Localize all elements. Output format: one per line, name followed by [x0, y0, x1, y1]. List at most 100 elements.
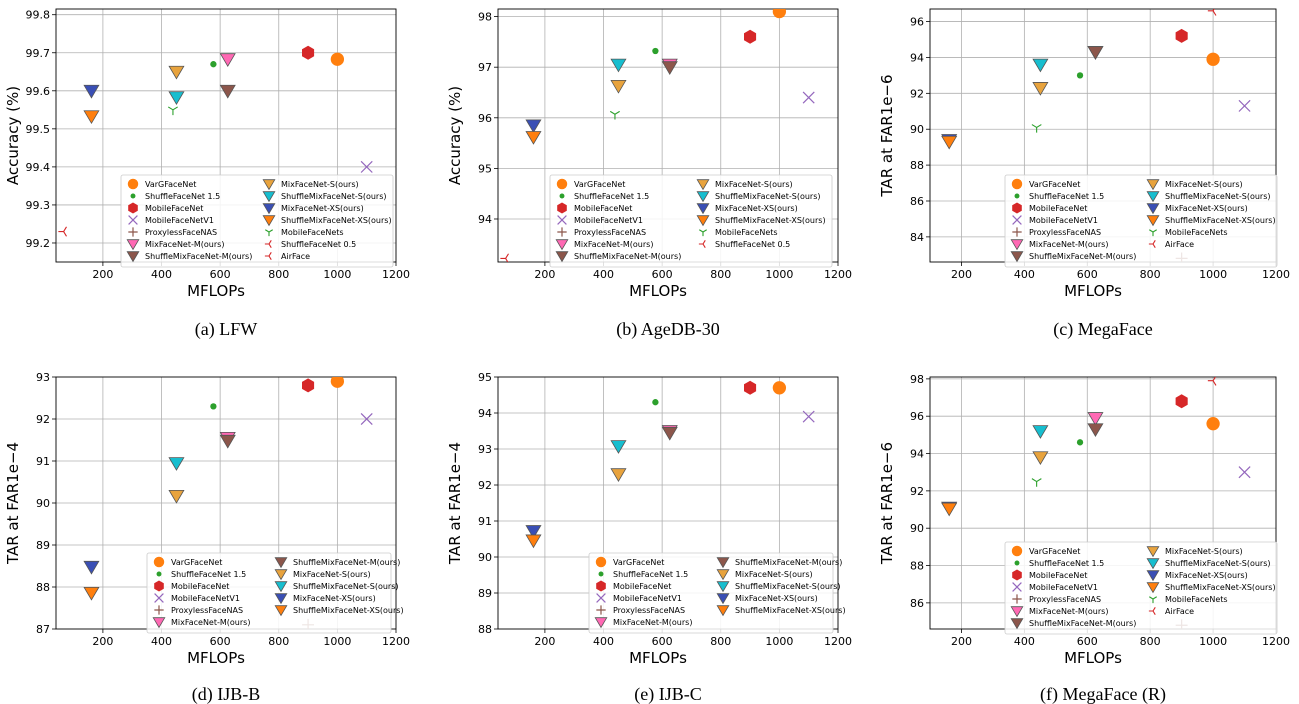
legend-label: ShuffleFaceNet 1.5 [145, 192, 220, 201]
legend-marker [1012, 569, 1022, 581]
legend-label: VarGFaceNet [613, 558, 664, 567]
chart-panel-2: 200 400 600 800 1000 1200 94 95 96 97 98 MFLOPs Accu… [446, 8, 852, 340]
legend: VarGFaceNet ShuffleFaceNet 1.5 MobileFaceN… [120, 174, 394, 268]
legend-label: ProxylessFaceNAS [574, 228, 646, 237]
legend-marker [274, 569, 288, 581]
legend-marker [1012, 202, 1022, 214]
y-tick-label: 96 [910, 16, 924, 29]
data-point-mixs [610, 468, 627, 482]
data-point-shufflefacenet05 [58, 226, 67, 237]
x-tick-label: 400 [1014, 268, 1035, 281]
legend-label: MixFaceNet-XS(ours) [735, 594, 818, 603]
data-point-airface [1207, 9, 1217, 16]
legend-marker [126, 239, 140, 251]
y-tick-label: 84 [910, 231, 924, 244]
legend-label: MixFaceNet-XS(ours) [281, 204, 364, 213]
data-point-shufmixxs [83, 586, 100, 601]
data-point-mobilefacenet [302, 45, 315, 60]
x-tick-label: 200 [534, 635, 555, 648]
y-tick-label: 87 [36, 623, 50, 636]
data-point-mixs [1032, 451, 1049, 466]
legend-marker [128, 202, 138, 214]
legend-marker [1014, 193, 1020, 199]
legend-label: MixFaceNet-M(ours) [613, 618, 692, 627]
y-tick-label: 95 [478, 162, 492, 175]
y-tick-label: 94 [478, 213, 492, 226]
legend-marker [559, 193, 565, 199]
data-points [83, 377, 373, 629]
y-tick-label: 88 [910, 159, 924, 172]
legend-box [146, 552, 392, 634]
legend-label: MobileFaceNetV1 [171, 594, 240, 603]
y-axis-label: TAR at FAR1e−4 [446, 442, 464, 565]
legend-label: ShuffleFaceNet 1.5 [613, 570, 688, 579]
legend-marker [262, 203, 276, 215]
legend-box [1004, 541, 1278, 635]
y-tick-label: 99.4 [26, 161, 51, 174]
data-point-mobilefacenet [1175, 28, 1188, 43]
legend-marker [696, 203, 710, 215]
legend: VarGFaceNet ShuffleFaceNet 1.5 MobileFaceN… [588, 552, 846, 634]
legend-marker [1011, 178, 1023, 190]
legend: VarGFaceNet ShuffleFaceNet 1.5 MobileFaceN… [549, 174, 833, 268]
data-points [58, 45, 373, 237]
x-tick-label: 1000 [323, 635, 351, 648]
legend-label: AirFace [1165, 607, 1194, 616]
legend-label: MixFaceNet-XS(ours) [1165, 571, 1248, 580]
legend-marker [156, 571, 162, 577]
legend-marker [1146, 570, 1160, 582]
data-point-mobilefacenetv1 [360, 160, 373, 173]
panel-caption: (a) LFW [195, 319, 257, 340]
y-tick-label: 99.7 [26, 47, 51, 60]
legend-marker [716, 593, 730, 605]
x-tick-label: 600 [652, 635, 673, 648]
legend-label: MixFaceNet-M(ours) [574, 240, 653, 249]
data-point-mixs [168, 65, 185, 80]
legend-marker [1012, 227, 1022, 237]
legend-marker [716, 557, 730, 569]
panel-caption: (c) MegaFace [1053, 319, 1152, 340]
data-point-shufmixm [219, 84, 236, 99]
y-tick-label: 86 [910, 195, 924, 208]
y-tick-label: 98 [478, 11, 492, 24]
x-axis-label: MFLOPs [1064, 649, 1122, 667]
legend-label: ShuffleMixFaceNet-M(ours) [1029, 252, 1136, 261]
x-tick-label: 600 [1077, 635, 1098, 648]
chart-panel-5: 200 400 600 800 1000 1200 88 89 90 91 92 93 94 95 MFLO… [446, 371, 852, 704]
legend-label: ShuffleMixFaceNet-M(ours) [293, 558, 400, 567]
y-tick-label: 96 [478, 112, 492, 125]
legend-marker [130, 193, 136, 199]
x-tick-label: 200 [951, 635, 972, 648]
x-tick-label: 200 [534, 268, 555, 281]
data-point-mobilefacenets [609, 110, 620, 120]
y-tick-label: 99.5 [26, 123, 51, 136]
y-tick-label: 97 [478, 61, 492, 74]
legend-marker [557, 227, 567, 237]
y-axis-label: Accuracy (%) [4, 86, 22, 185]
legend-marker [154, 580, 164, 592]
legend-marker [128, 215, 138, 225]
x-tick-label: 800 [1140, 635, 1161, 648]
data-point-mixs [610, 79, 627, 94]
legend-label: VarGFaceNet [171, 558, 222, 567]
legend-label: MixFaceNet-S(ours) [1165, 547, 1243, 556]
data-point-mobilefacenetv1 [802, 91, 815, 104]
x-tick-label: 400 [151, 268, 172, 281]
legend-marker [699, 229, 707, 237]
x-tick-label: 1000 [323, 268, 351, 281]
legend-label: MobileFaceNets [1165, 595, 1228, 604]
y-tick-label: 92 [36, 413, 50, 426]
y-tick-label: 92 [910, 485, 924, 498]
legend-label: MobileFaceNets [1165, 228, 1228, 237]
x-tick-label: 800 [710, 635, 731, 648]
legend-box [588, 552, 834, 634]
y-tick-label: 95 [478, 371, 492, 384]
legend-label: MobileFaceNet [1029, 204, 1087, 213]
x-axis-label: MFLOPs [629, 649, 687, 667]
legend-label: ShuffleMixFaceNet-S(ours) [293, 582, 399, 591]
legend-marker [556, 178, 568, 190]
x-tick-label: 1000 [765, 268, 793, 281]
data-point-shufflefacenet15 [210, 403, 217, 410]
legend-label: ProxylessFaceNAS [171, 606, 243, 615]
legend-marker [1011, 545, 1023, 557]
